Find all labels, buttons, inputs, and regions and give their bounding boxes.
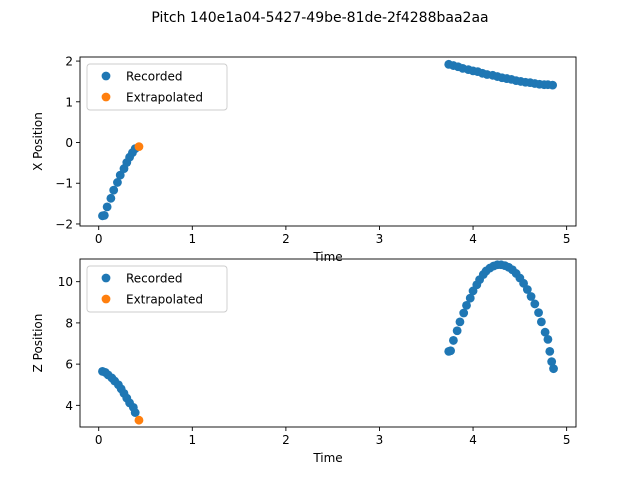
recorded-point xyxy=(459,308,469,318)
legend-box xyxy=(86,265,228,313)
legend: Recorded Extrapolated xyxy=(86,63,228,111)
recorded-point xyxy=(465,293,475,303)
recorded-point xyxy=(522,285,532,294)
extrapolated-point xyxy=(134,142,144,151)
recorded-point xyxy=(449,336,458,345)
recorded-point xyxy=(530,299,540,309)
legend: Recorded Extrapolated xyxy=(86,265,228,313)
x-axis-label: Time xyxy=(312,451,342,465)
y-tick-label: 4 xyxy=(65,399,73,413)
recorded-point xyxy=(99,211,109,220)
y-tick-label: −1 xyxy=(55,177,73,191)
recorded-point xyxy=(545,346,555,356)
y-tick-label: 1 xyxy=(65,95,73,109)
recorded-point xyxy=(455,317,465,327)
y-axis-label: X Position xyxy=(31,112,45,171)
legend-marker xyxy=(101,294,111,304)
recorded-point xyxy=(102,202,112,212)
recorded-point xyxy=(534,308,543,317)
recorded-point xyxy=(536,317,546,327)
x-tick-label: 3 xyxy=(376,232,384,246)
axes-frame xyxy=(79,258,577,428)
x-tick-label: 4 xyxy=(469,433,477,447)
figure-title: Pitch 140e1a04-5427-49be-81de-2f4288baa2… xyxy=(151,10,488,26)
y-tick-label: 8 xyxy=(65,316,73,330)
recorded-point xyxy=(549,364,558,374)
recorded-point xyxy=(109,185,119,195)
legend-marker xyxy=(101,273,111,283)
y-tick-label: 10 xyxy=(58,275,73,289)
recorded-point xyxy=(462,300,471,310)
x-tick-label: 1 xyxy=(188,232,196,246)
axes-frame xyxy=(79,56,577,227)
x-tick-label: 1 xyxy=(188,433,196,447)
legend-label: Extrapolated xyxy=(126,293,203,307)
x-tick-label: 2 xyxy=(282,232,290,246)
recorded-point xyxy=(540,327,550,337)
x-tick-label: 4 xyxy=(469,232,477,246)
recorded-point xyxy=(130,408,140,417)
recorded-point xyxy=(547,357,557,367)
recorded-point xyxy=(452,326,462,336)
legend-label: Recorded xyxy=(126,272,182,286)
x-position-subplot: 0 1 2 3 4 5 −2 −1 0 1 2 Time X Position Recorded Extra… xyxy=(31,55,577,264)
recorded-point xyxy=(106,193,116,203)
z-position-subplot: 0 1 2 3 4 5 4 6 8 10 Time Z Position Recorded Extrapo… xyxy=(31,258,577,465)
recorded-point xyxy=(526,292,536,301)
recorded-point xyxy=(113,178,122,187)
y-tick-label: 2 xyxy=(65,55,73,69)
y-axis-label: Z Position xyxy=(31,314,45,373)
recorded-point xyxy=(446,346,455,356)
x-tick-label: 3 xyxy=(376,433,384,447)
y-tick-label: −2 xyxy=(55,217,73,231)
recorded-point xyxy=(548,80,558,90)
y-tick-label: 0 xyxy=(65,136,73,150)
legend-box xyxy=(86,63,228,111)
x-tick-label: 0 xyxy=(95,433,103,447)
recorded-point xyxy=(543,334,553,344)
x-tick-label: 0 xyxy=(95,232,103,246)
x-tick-label: 5 xyxy=(563,232,571,246)
recorded-point xyxy=(115,170,125,180)
x-axis-label: Time xyxy=(312,250,342,264)
legend-label: Extrapolated xyxy=(126,91,203,105)
extrapolated-point xyxy=(134,415,144,425)
x-tick-label: 5 xyxy=(563,433,571,447)
x-tick-label: 2 xyxy=(282,433,290,447)
legend-marker xyxy=(101,92,111,102)
legend-marker xyxy=(101,71,111,81)
y-tick-label: 6 xyxy=(65,358,73,372)
legend-label: Recorded xyxy=(126,70,182,84)
